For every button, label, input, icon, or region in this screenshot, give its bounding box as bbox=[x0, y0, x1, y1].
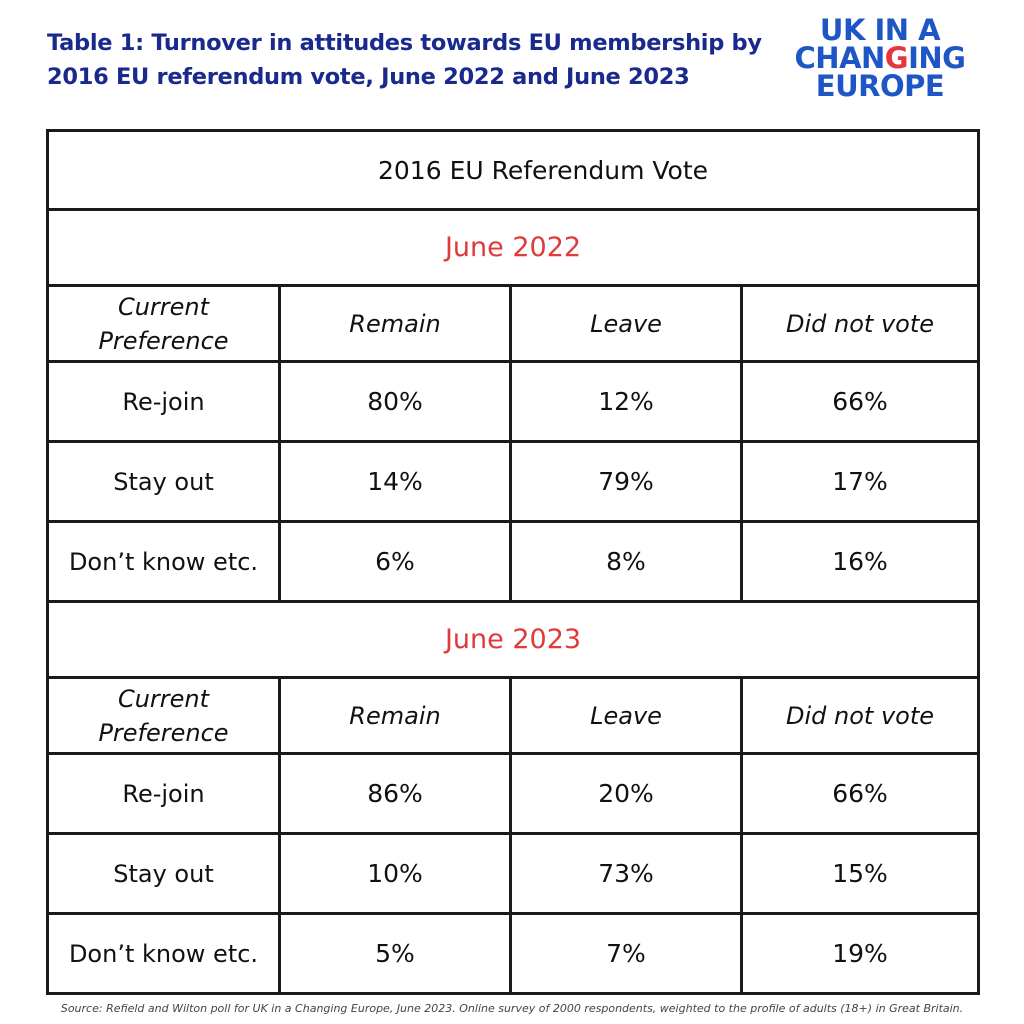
column-header: Remain bbox=[278, 284, 512, 363]
period-row: June 2023 bbox=[45, 600, 981, 679]
chart-title: Table 1: Turnover in attitudes towards E… bbox=[47, 26, 762, 94]
logo-line-3: EUROPE bbox=[815, 69, 945, 103]
table-cell: 6% bbox=[278, 520, 512, 603]
source-note: Source: Refield and Wilton poll for UK i… bbox=[60, 1002, 964, 1015]
table-cell: 8% bbox=[509, 520, 743, 603]
column-header: Leave bbox=[509, 284, 743, 363]
table-row: Re-join 80% 12% 66% bbox=[46, 360, 981, 443]
table-body: 2016 EU Referendum Vote June 2022 Current … bbox=[45, 129, 981, 995]
table-cell: 15% bbox=[739, 832, 981, 915]
table-cell: 7% bbox=[509, 912, 743, 995]
title-line-2: 2016 EU referendum vote, June 2022 and J… bbox=[47, 64, 690, 90]
period-row: June 2022 bbox=[45, 208, 981, 287]
table-cell: 19% bbox=[739, 912, 981, 995]
logo-line-1: UK IN A bbox=[819, 13, 941, 47]
preference-label: Re-join bbox=[46, 752, 281, 835]
column-header-row: Current Preference Remain Leave Did not vot… bbox=[46, 284, 981, 363]
table-row: Don’t know etc. 5% 7% 19% bbox=[46, 912, 981, 995]
table-cell: 66% bbox=[739, 360, 981, 443]
table-cell: 10% bbox=[278, 832, 512, 915]
column-header-row: Current Preference Remain Leave Did not vot… bbox=[46, 676, 981, 755]
table-cell: 20% bbox=[509, 752, 743, 835]
table-cell: 17% bbox=[739, 440, 981, 523]
table-cell: 66% bbox=[739, 752, 981, 835]
table-header: 2016 EU Referendum Vote bbox=[45, 129, 981, 211]
table-cell: 12% bbox=[509, 360, 743, 443]
column-header: Did not vote bbox=[739, 284, 981, 363]
column-header: Remain bbox=[278, 676, 512, 755]
table-row: Stay out 14% 79% 17% bbox=[46, 440, 981, 523]
preference-label: Re-join bbox=[46, 360, 281, 443]
table-cell: 73% bbox=[509, 832, 743, 915]
logo-line-2-accent: G bbox=[884, 41, 909, 75]
period-label: June 2023 bbox=[45, 600, 981, 679]
logo-line-2-post: ING bbox=[908, 41, 966, 75]
table-cell: 16% bbox=[739, 520, 981, 603]
table-row: Stay out 10% 73% 15% bbox=[46, 832, 981, 915]
preference-label: Don’t know etc. bbox=[46, 912, 281, 995]
header-row: 2016 EU Referendum Vote bbox=[45, 129, 981, 211]
preference-label: Stay out bbox=[46, 440, 281, 523]
table-row: Don’t know etc. 6% 8% 16% bbox=[46, 520, 981, 603]
uk-in-a-changing-europe-logo: UK IN A CHANGING EUROPE bbox=[790, 13, 970, 103]
table-cell: 79% bbox=[509, 440, 743, 523]
period-label: June 2022 bbox=[45, 208, 981, 287]
table-cell: 14% bbox=[278, 440, 512, 523]
data-table: 2016 EU Referendum Vote June 2022 Current … bbox=[45, 129, 981, 995]
logo-line-2: CHANGING bbox=[790, 41, 970, 75]
preference-label: Don’t know etc. bbox=[46, 520, 281, 603]
title-line-1: Table 1: Turnover in attitudes towards E… bbox=[47, 30, 762, 56]
row-header-label: Current Preference bbox=[46, 284, 281, 363]
column-header: Did not vote bbox=[739, 676, 981, 755]
column-header: Leave bbox=[509, 676, 743, 755]
row-header-label: Current Preference bbox=[46, 676, 281, 755]
table-cell: 86% bbox=[278, 752, 512, 835]
table-cell: 80% bbox=[278, 360, 512, 443]
preference-label: Stay out bbox=[46, 832, 281, 915]
table-cell: 5% bbox=[278, 912, 512, 995]
logo-line-2-pre: CHAN bbox=[794, 41, 886, 75]
table-row: Re-join 86% 20% 66% bbox=[46, 752, 981, 835]
